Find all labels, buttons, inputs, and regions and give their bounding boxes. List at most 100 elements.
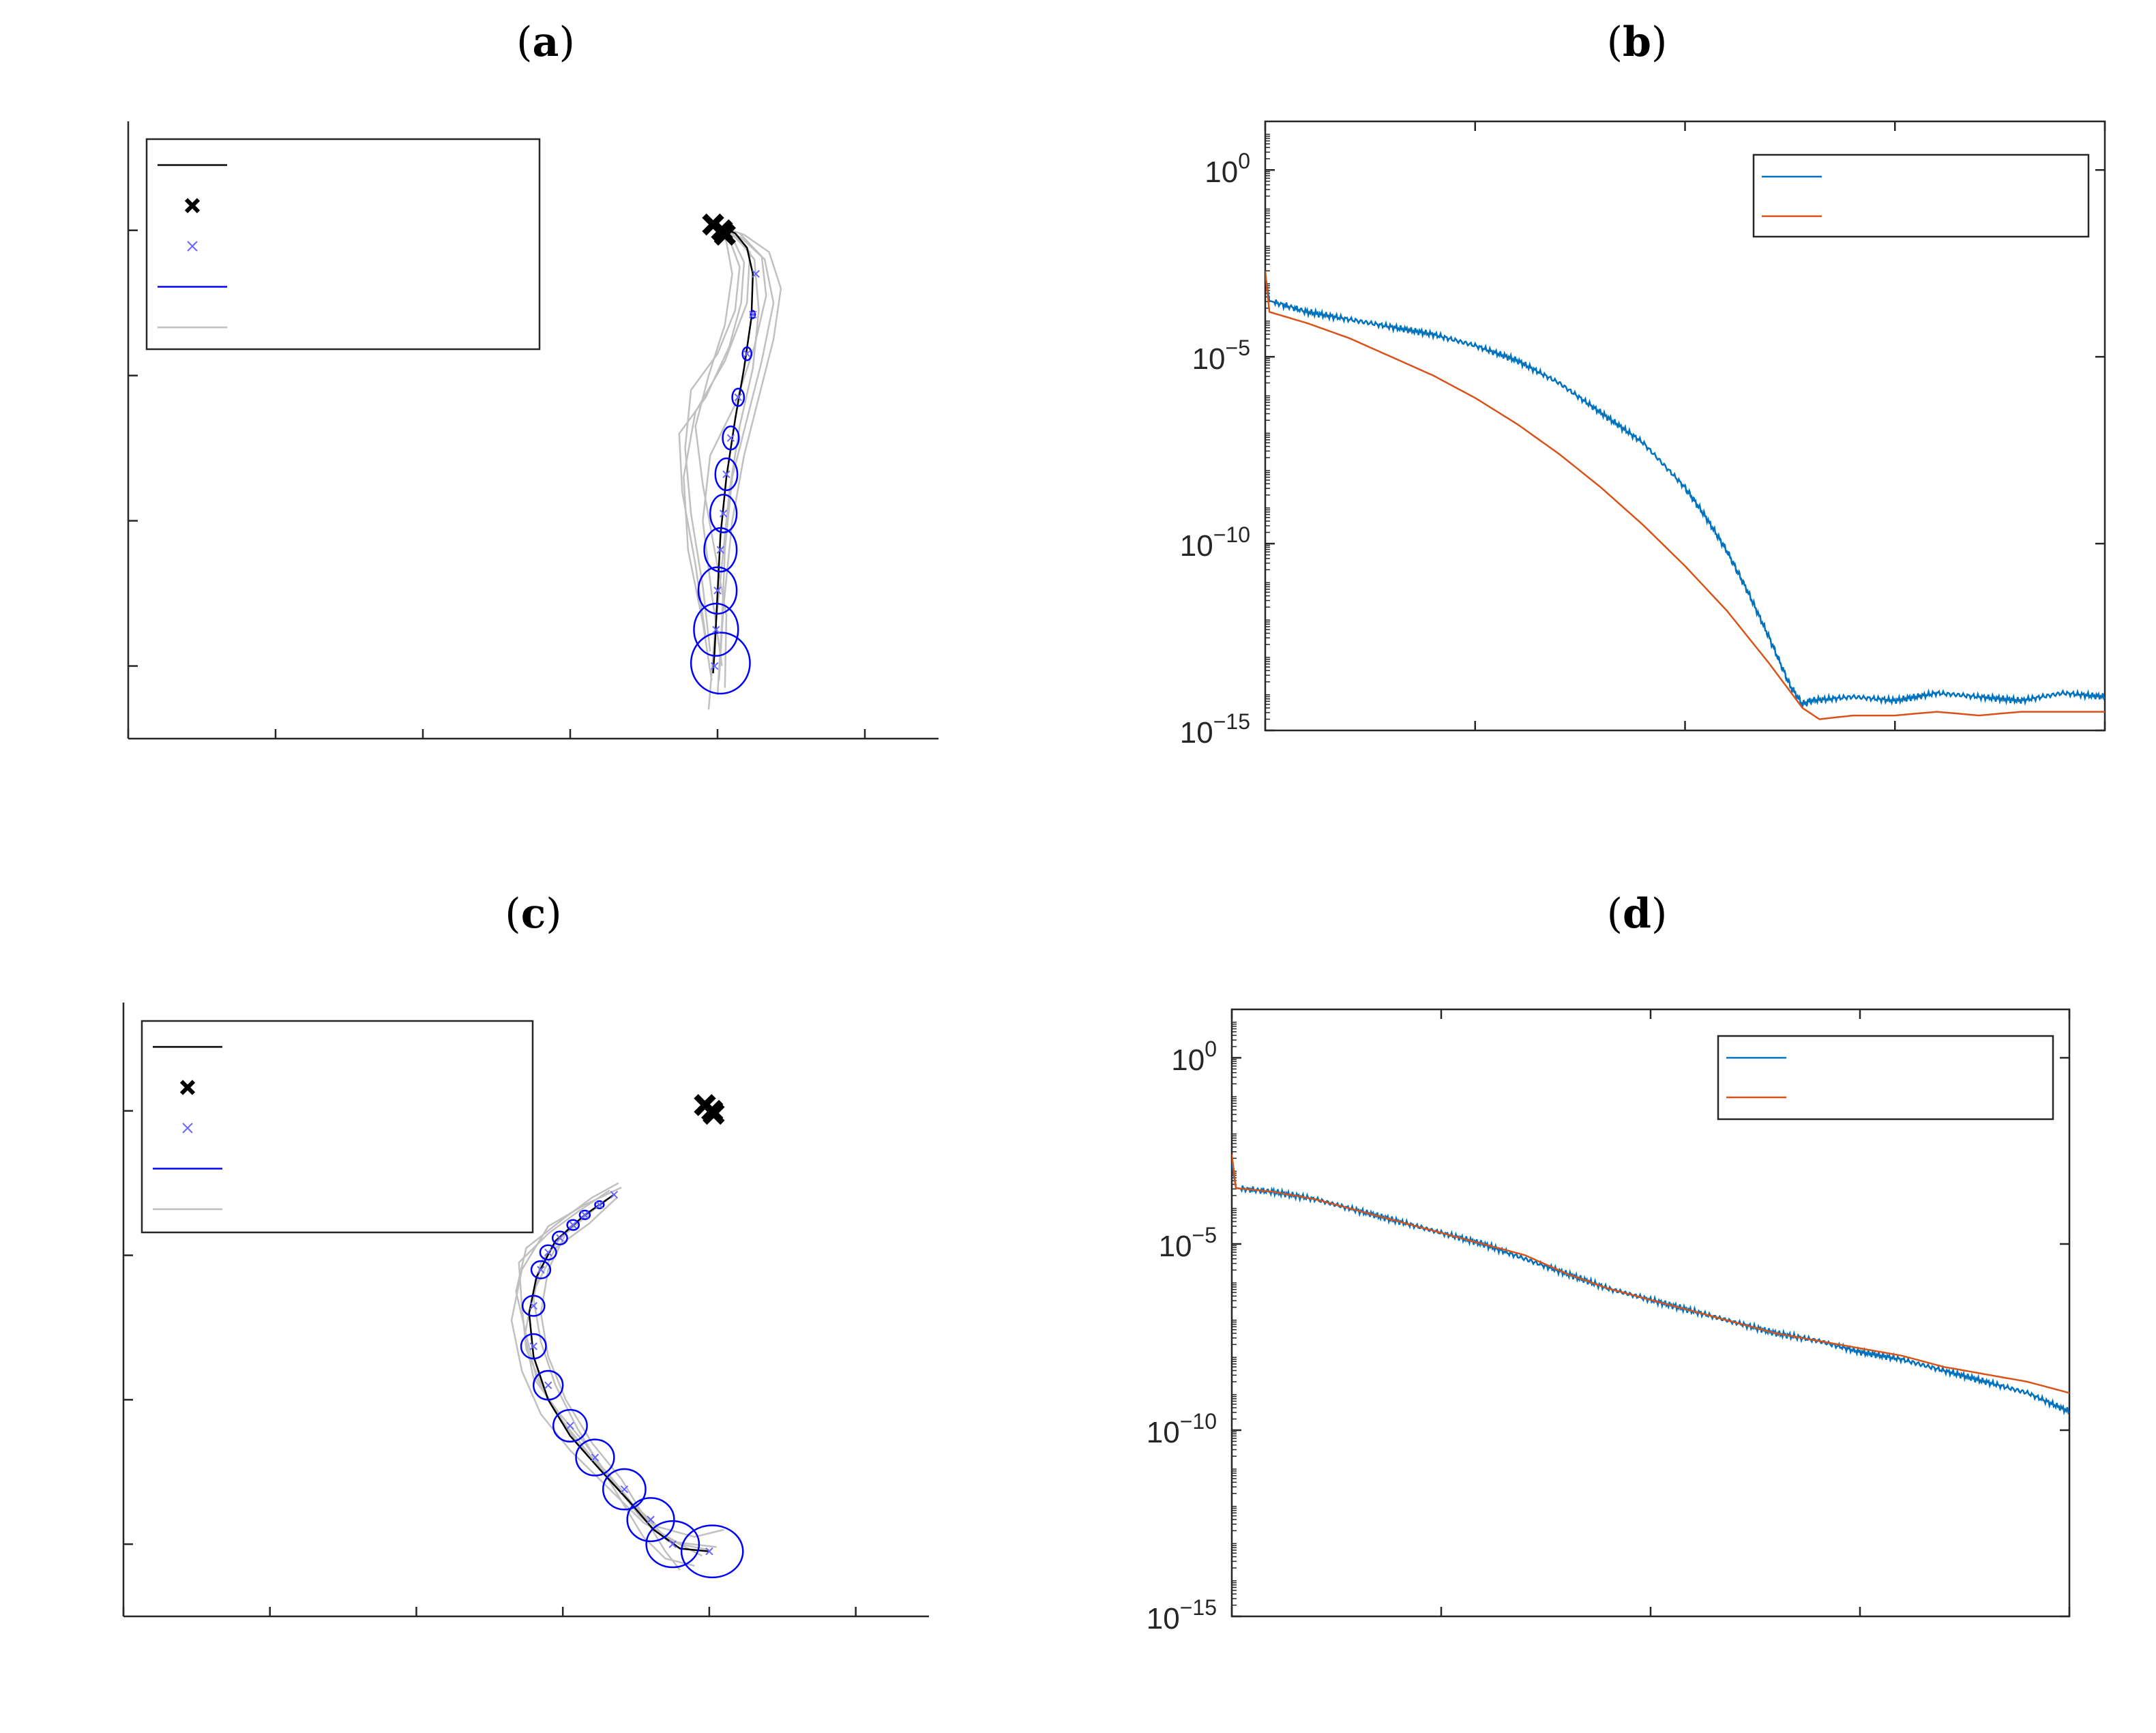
y-tick-label: 100 <box>1171 1037 1217 1077</box>
panel-label-d: (d) <box>1607 890 1668 938</box>
individual-trajectory-line <box>707 225 760 710</box>
mean-marker <box>647 1515 655 1524</box>
mean-marker <box>749 310 757 319</box>
panel-letter-a: a <box>533 18 559 66</box>
legend-mean-marker <box>187 241 198 252</box>
legend-box <box>145 138 541 351</box>
y-tick-exponent: −10 <box>1180 1409 1217 1434</box>
individual-trajectory-line <box>532 1200 695 1567</box>
uncertainty-ellipse <box>532 1369 564 1401</box>
y-tick-base: 10 <box>1192 342 1226 376</box>
mean-marker <box>544 1248 552 1257</box>
mean-marker <box>580 1211 589 1219</box>
mean-marker <box>556 1234 564 1242</box>
individual-trajectory-line <box>684 225 741 652</box>
mean-marker <box>668 1540 677 1548</box>
mean-marker <box>569 1221 577 1229</box>
individual-trajectory-line <box>694 225 733 688</box>
y-tick-label: 10−15 <box>1180 709 1250 750</box>
legend-mean-marker <box>182 1123 193 1134</box>
uncertainty-ellipse <box>750 310 756 319</box>
uncertainty-ellipse <box>552 1408 588 1443</box>
uncertainty-ellipse <box>714 457 739 492</box>
legend-beacon-marker <box>179 1080 196 1095</box>
uncertainty-ellipse <box>709 494 738 533</box>
mean-marker <box>566 1421 574 1430</box>
uncertainty-ellipse <box>693 602 739 657</box>
mean-marker <box>710 662 719 670</box>
uncertainty-ellipse <box>697 566 738 615</box>
mean-marker <box>726 434 735 442</box>
svg-text:(a): (a) <box>516 18 575 66</box>
uncertainty-ellipse <box>551 1230 568 1245</box>
mean-marker <box>610 1190 619 1199</box>
panel-letter-b: b <box>1623 18 1651 66</box>
mean-marker <box>591 1453 600 1462</box>
y-tick-base: 10 <box>1205 155 1238 189</box>
beacon-marker <box>703 1102 725 1125</box>
y-tick-exponent: 0 <box>1205 1037 1217 1061</box>
mean-marker <box>537 1266 545 1274</box>
y-tick-base: 10 <box>1147 1416 1180 1449</box>
uncertainty-ellipse <box>594 1200 605 1210</box>
y-tick-label: 10−5 <box>1192 336 1250 376</box>
mean-marker <box>595 1200 604 1209</box>
uncertainty-ellipse <box>626 1497 675 1543</box>
mean-marker <box>529 1302 537 1310</box>
legend-box <box>141 1020 534 1234</box>
svg-text:(b): (b) <box>1607 18 1668 66</box>
uncertainty-ellipse <box>703 527 738 573</box>
uncertainty-ellipse <box>539 1244 557 1261</box>
legend-box <box>1717 1035 2054 1121</box>
panel-label-a: (a) <box>516 18 575 66</box>
mean-marker <box>529 1342 537 1350</box>
series-line-average-p <box>1232 1154 2069 1394</box>
mean-marker <box>752 269 760 278</box>
uncertainty-ellipse <box>530 1260 552 1279</box>
panel-letter-d: d <box>1623 890 1651 938</box>
uncertainty-ellipse <box>566 1219 580 1231</box>
y-tick-exponent: −15 <box>1213 709 1250 734</box>
uncertainty-ellipse <box>741 346 752 361</box>
mean-marker <box>719 509 728 518</box>
individual-trajectory-line <box>510 1186 710 1551</box>
uncertainty-ellipse <box>645 1520 700 1569</box>
y-tick-label: 10−10 <box>1180 522 1250 563</box>
chart-panel-c <box>122 1003 929 1618</box>
y-tick-base: 10 <box>1180 529 1213 563</box>
uncertainty-ellipse <box>520 1333 547 1360</box>
uncertainty-ellipse <box>690 632 751 695</box>
individual-trajectory-line <box>702 225 767 666</box>
mean-marker <box>734 393 742 402</box>
series-line-average-p <box>1265 270 2105 720</box>
y-tick-exponent: −5 <box>1226 336 1250 360</box>
panel-label-c: (c) <box>505 890 561 938</box>
uncertainty-ellipse <box>731 387 745 407</box>
mean-marker <box>705 1547 713 1556</box>
mean-marker <box>544 1381 552 1389</box>
mean-marker <box>716 546 725 554</box>
uncertainty-ellipse <box>602 1468 647 1511</box>
y-tick-base: 10 <box>1171 1043 1205 1077</box>
panel-letter-c: c <box>521 890 546 938</box>
y-tick-label: 10−15 <box>1147 1595 1217 1635</box>
uncertainty-ellipse <box>578 1209 591 1220</box>
legend-box <box>1752 153 2090 238</box>
y-tick-label: 100 <box>1205 149 1250 189</box>
y-tick-label: 10−10 <box>1147 1409 1217 1449</box>
uncertainty-ellipse <box>575 1438 615 1477</box>
series-line-covariance <box>1265 274 2105 709</box>
mean-marker <box>620 1485 629 1494</box>
mean-marker <box>743 349 751 358</box>
y-tick-base: 10 <box>1159 1230 1192 1263</box>
series-line-covariance <box>1232 1161 2069 1416</box>
individual-trajectory-line <box>716 225 775 696</box>
uncertainty-ellipse <box>680 1524 744 1579</box>
chart-panel-a <box>127 121 939 740</box>
y-tick-base: 10 <box>1180 716 1213 750</box>
uncertainty-ellipse <box>521 1294 546 1317</box>
svg-text:(c): (c) <box>505 890 561 938</box>
legend-beacon-marker <box>184 198 201 213</box>
